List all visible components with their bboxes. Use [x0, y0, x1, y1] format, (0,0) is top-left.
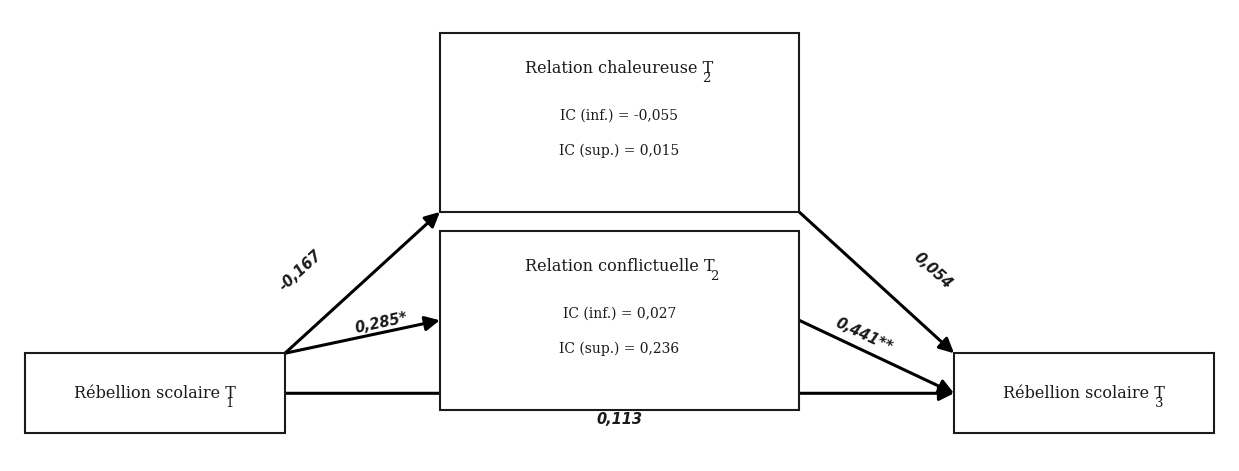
Bar	[954, 353, 1214, 433]
Text: IC (sup.) = 0,236: IC (sup.) = 0,236	[560, 341, 679, 356]
Text: Rébellion scolaire T: Rébellion scolaire T	[1004, 385, 1165, 402]
Bar	[440, 33, 799, 212]
Text: IC (sup.) = 0,015: IC (sup.) = 0,015	[559, 144, 680, 158]
Text: IC (inf.) = 0,027: IC (inf.) = 0,027	[563, 306, 676, 320]
Text: 2: 2	[703, 72, 711, 85]
Text: 0,113: 0,113	[596, 412, 643, 427]
Text: Relation chaleureuse T: Relation chaleureuse T	[525, 60, 714, 77]
Text: 0,054: 0,054	[911, 250, 954, 292]
Bar	[440, 231, 799, 410]
Text: 2: 2	[710, 270, 719, 283]
Text: IC (inf.) = -0,055: IC (inf.) = -0,055	[560, 108, 679, 122]
Bar	[25, 353, 285, 433]
Text: 1: 1	[225, 397, 234, 410]
Text: Relation conflictuelle T: Relation conflictuelle T	[524, 258, 715, 275]
Text: 3: 3	[1155, 397, 1163, 410]
Text: Rébellion scolaire T: Rébellion scolaire T	[74, 385, 235, 402]
Text: 0,285*: 0,285*	[353, 310, 409, 335]
Text: -0,167: -0,167	[276, 248, 325, 294]
Text: 0,441**: 0,441**	[834, 316, 895, 356]
